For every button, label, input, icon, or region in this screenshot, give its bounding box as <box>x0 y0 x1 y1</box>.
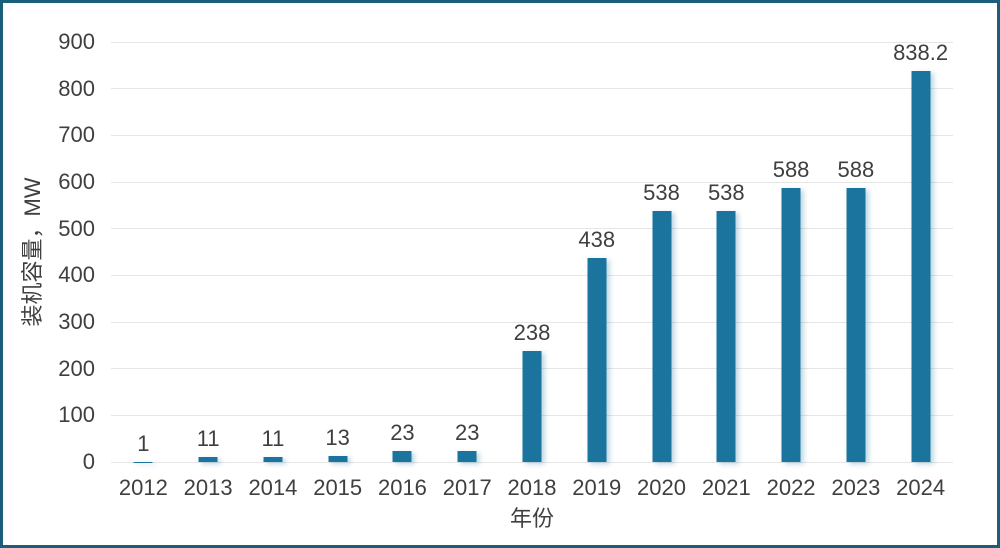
gridline-300 <box>111 321 953 323</box>
y-tick-label-600: 600 <box>58 169 95 194</box>
data-label-2020: 538 <box>643 179 680 205</box>
bar-group-2012: 1 <box>111 42 176 462</box>
data-label-2015: 13 <box>325 424 350 450</box>
bar-group-2019: 438 <box>564 42 629 462</box>
bar-group-2022: 588 <box>759 42 824 462</box>
bar-2017 <box>457 451 477 462</box>
x-tick-label-2015: 2015 <box>313 475 363 500</box>
y-tick-label-500: 500 <box>58 215 95 241</box>
bar-group-2021: 538 <box>694 42 759 462</box>
bar-2020 <box>652 210 672 462</box>
bar-2016 <box>392 451 412 462</box>
x-tick-label-2014: 2014 <box>248 475 298 500</box>
gridline-400 <box>111 274 953 276</box>
gridline-700 <box>111 134 953 136</box>
bar-2022 <box>781 187 801 462</box>
y-axis-title-text: 装机容量，MW <box>20 177 45 327</box>
bar-group-2023: 588 <box>823 42 888 462</box>
x-tick-label-2021: 2021 <box>701 475 751 500</box>
data-label-2021: 538 <box>707 179 745 205</box>
data-label-2018: 238 <box>513 319 551 345</box>
data-label-2023: 588 <box>837 156 875 182</box>
y-tick-label-100: 100 <box>58 402 95 428</box>
x-tick-label-2022: 2022 <box>766 475 816 500</box>
bar-2021 <box>716 210 736 462</box>
data-label-2014: 11 <box>261 425 285 451</box>
bar-group-2015: 13 <box>305 42 370 462</box>
x-tick-label-2020: 2020 <box>637 475 686 500</box>
x-tick-label-2016: 2016 <box>377 475 427 500</box>
y-tick-label-400: 400 <box>58 262 95 288</box>
bar-group-2018: 238 <box>500 42 565 462</box>
bar-group-2020: 538 <box>629 42 694 462</box>
y-tick-label-300: 300 <box>58 309 95 334</box>
x-tick-label-2019: 2019 <box>572 475 622 500</box>
plot-area: 1 11 11 13 23 23 238 438 538 538 588 588 838.2 <box>111 39 953 463</box>
bar-2013 <box>198 456 218 462</box>
x-tick-label-2023: 2023 <box>831 475 881 500</box>
bar-2014 <box>263 456 283 462</box>
gridline-800 <box>111 88 953 90</box>
y-tick-label-800: 800 <box>58 75 95 101</box>
gridline-900 <box>111 41 953 43</box>
data-label-2024: 838.2 <box>893 39 949 65</box>
data-label-2017: 23 <box>454 420 480 446</box>
y-tick-label-700: 700 <box>58 122 95 148</box>
bar-2023 <box>846 187 866 462</box>
x-tick-label-2024: 2024 <box>896 475 946 500</box>
bar-group-2024: 838.2 <box>888 39 953 462</box>
data-label-2012: 1 <box>137 430 150 456</box>
y-tick-label-900: 900 <box>58 29 95 54</box>
bar-2015 <box>328 455 348 462</box>
data-label-2019: 438 <box>578 226 616 252</box>
x-tick-label-2018: 2018 <box>507 475 557 500</box>
x-tick-label-2013: 2013 <box>183 475 233 500</box>
x-tick-label-2012: 2012 <box>118 475 168 500</box>
gridline-600 <box>111 181 953 183</box>
data-label-2016: 23 <box>390 420 415 446</box>
data-label-2022: 588 <box>772 156 810 182</box>
gridline-500 <box>111 228 953 230</box>
y-tick-label-0: 0 <box>82 449 95 474</box>
x-tick-label-2017: 2017 <box>442 475 492 500</box>
bar-group-2014: 11 <box>241 42 306 462</box>
bar-2024 <box>911 70 931 462</box>
bar-group-2017: 23 <box>435 42 500 462</box>
y-tick-label-200: 200 <box>58 355 95 381</box>
data-label-2013: 11 <box>196 425 220 451</box>
bar-2019 <box>587 257 607 462</box>
bar-group-2016: 23 <box>370 42 435 462</box>
bar-2018 <box>522 350 542 462</box>
x-axis-title: 年份 <box>509 506 554 531</box>
gridline-0 <box>111 461 953 463</box>
bar-group-2013: 11 <box>176 42 241 462</box>
